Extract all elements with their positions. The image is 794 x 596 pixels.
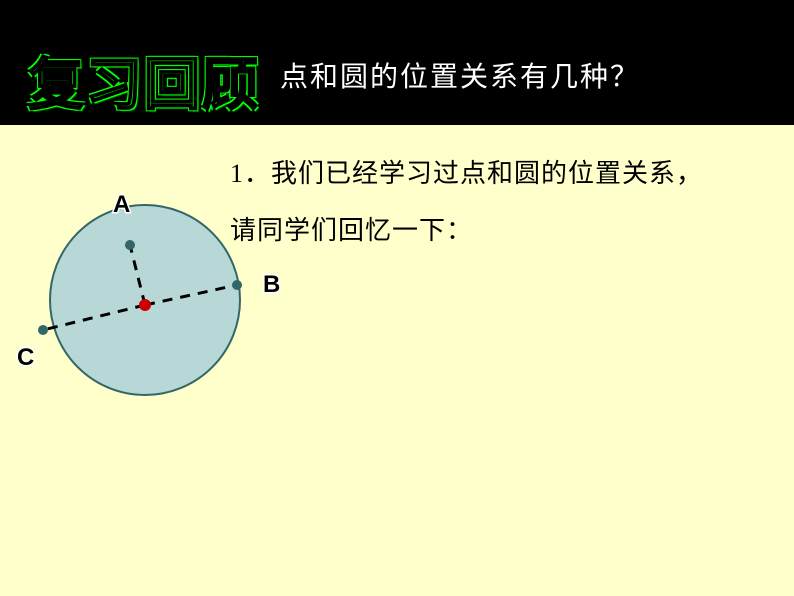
point-B-label: B <box>263 271 280 298</box>
center-point <box>139 299 151 311</box>
content-region: 1．我们已经学习过点和圆的位置关系， 请同学们回忆一下： A B C <box>0 125 794 596</box>
slide-title: 复习回顾 <box>28 40 260 121</box>
point-A-label: A <box>113 191 130 218</box>
body-line-2: 请同学们回忆一下： <box>230 202 703 259</box>
point-C-dot <box>38 325 48 335</box>
point-A-dot <box>125 240 135 250</box>
header-question: 点和圆的位置关系有几种？ <box>280 55 640 95</box>
point-B-dot <box>232 280 242 290</box>
body-paragraph: 1．我们已经学习过点和圆的位置关系， 请同学们回忆一下： <box>230 145 703 259</box>
point-C-label: C <box>17 344 34 371</box>
body-line-1: 1．我们已经学习过点和圆的位置关系， <box>230 145 703 202</box>
circle-diagram: A B C <box>5 170 295 410</box>
header-region: 复习回顾 点和圆的位置关系有几种？ <box>0 0 794 125</box>
